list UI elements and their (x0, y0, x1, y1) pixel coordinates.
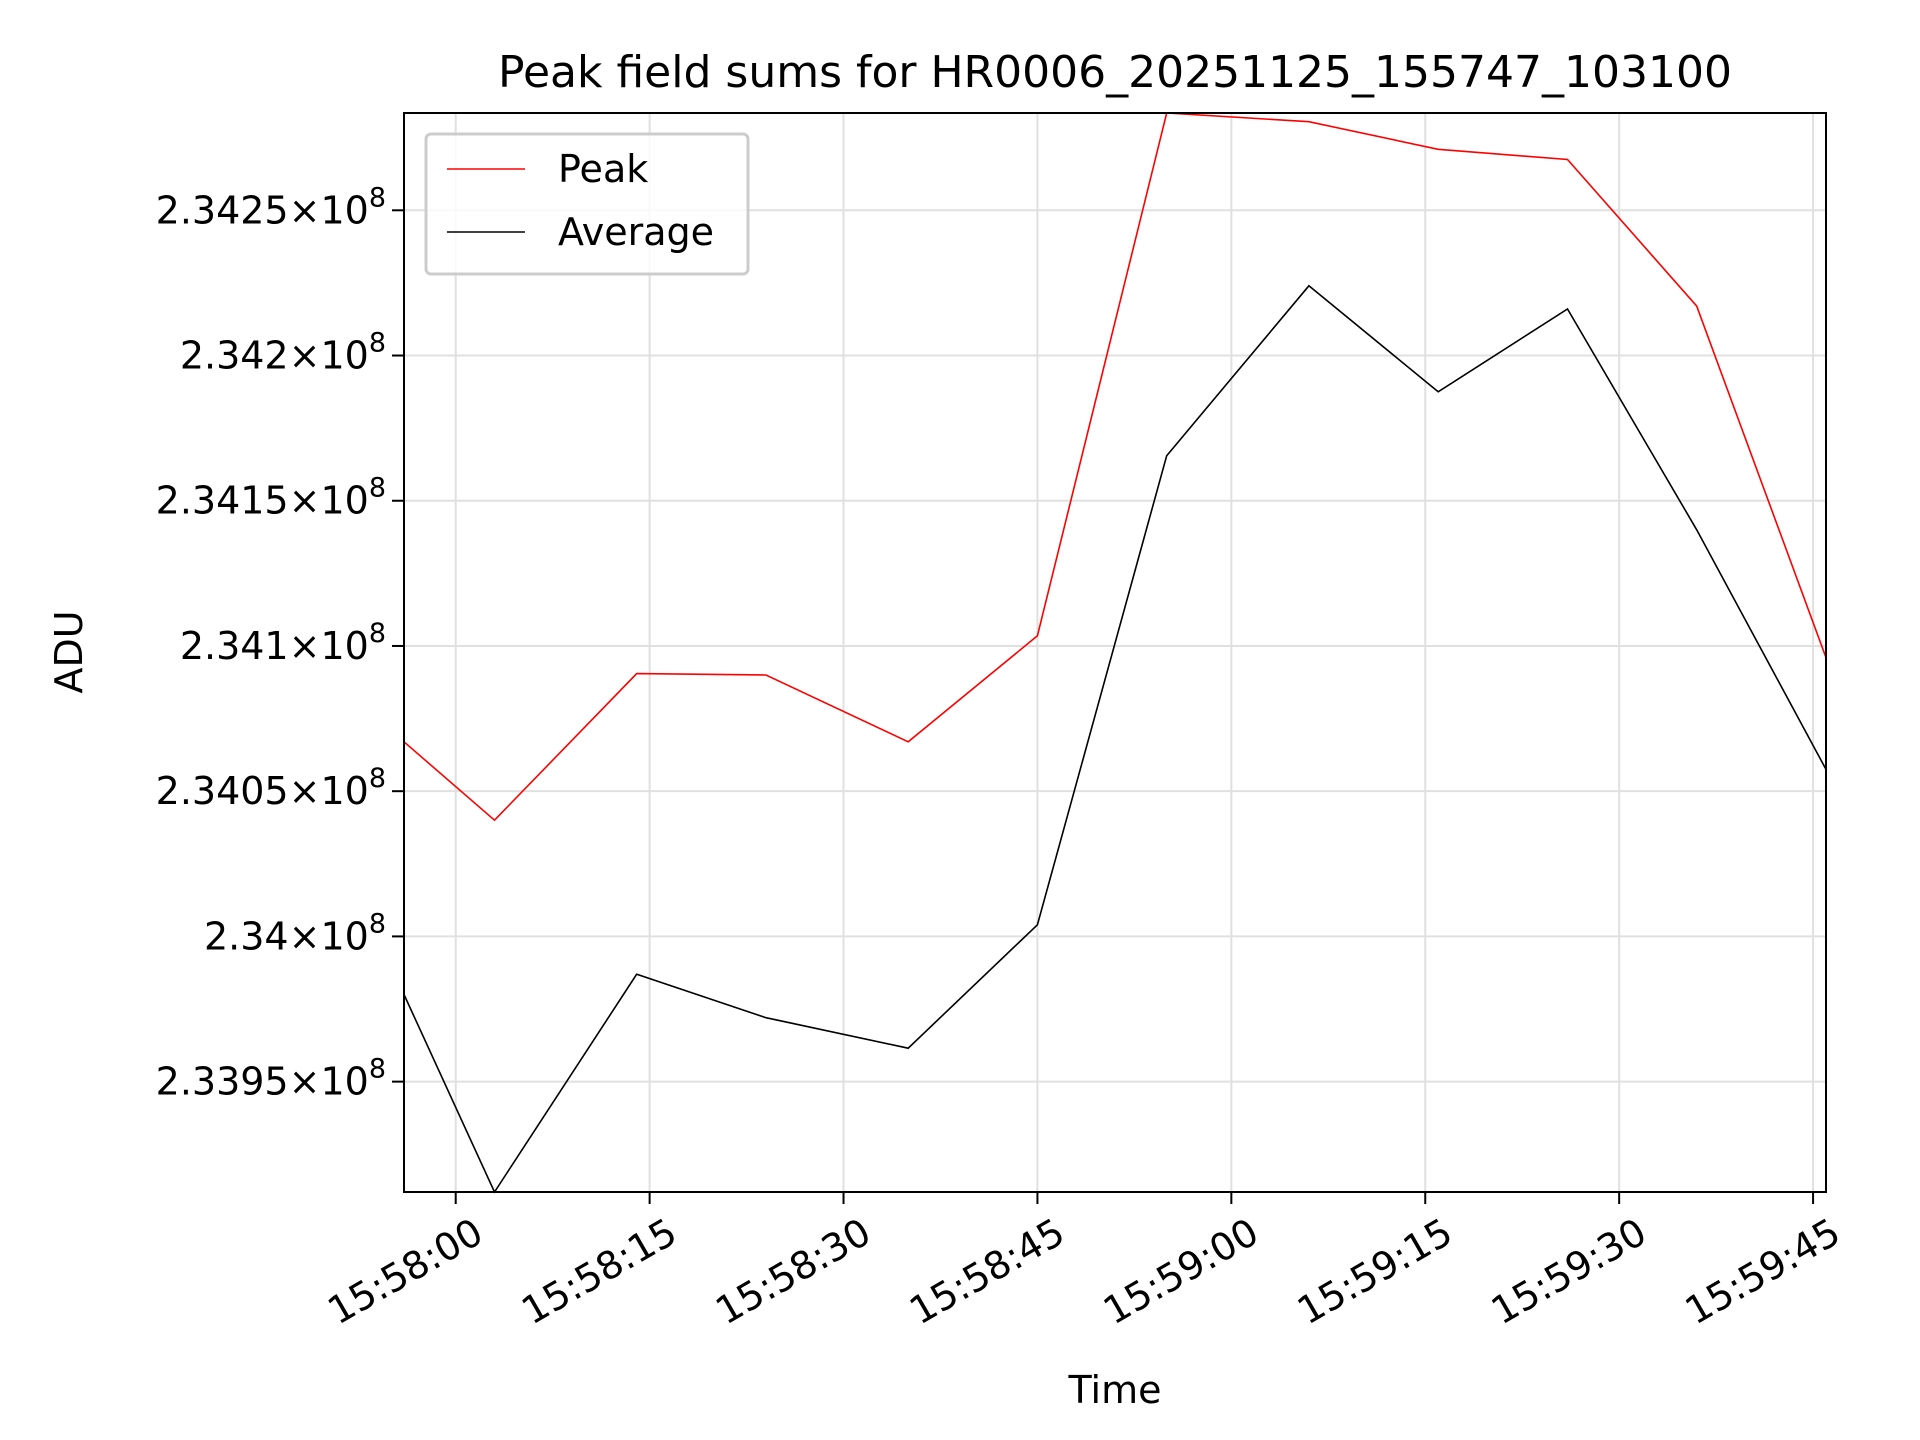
times-sign: ×10 (289, 1060, 369, 1104)
y-tick-mantissa: 2.3415 (156, 479, 289, 523)
y-axis-label: ADU (47, 610, 91, 693)
times-sign: ×10 (289, 334, 369, 378)
times-sign: ×10 (289, 188, 369, 232)
legend-label-average: Average (558, 210, 714, 254)
gridlines (404, 113, 1826, 1192)
plot-frame (403, 112, 1827, 1193)
times-sign: ×10 (289, 914, 369, 958)
y-tick-exponent: 8 (369, 908, 386, 939)
y-tick-exponent: 8 (369, 763, 386, 794)
y-tick-mantissa: 2.341 (180, 624, 289, 668)
y-tick-label: 2.3425×108 (156, 182, 386, 232)
series-line-average (403, 284, 1827, 1194)
y-tick-mantissa: 2.342 (180, 334, 289, 378)
y-tick-mantissa: 2.3425 (156, 188, 289, 232)
series-lines (403, 112, 1827, 1194)
y-tick-mantissa: 2.3395 (156, 1060, 289, 1104)
y-tick-label: 2.3415×108 (156, 473, 386, 523)
y-tick-label: 2.34×108 (204, 908, 386, 958)
y-tick-label: 2.342×108 (180, 328, 386, 378)
series-line-peak (403, 112, 1827, 822)
y-tick-exponent: 8 (369, 473, 386, 504)
y-tick-exponent: 8 (369, 328, 386, 359)
y-tick-label: 2.3405×108 (156, 763, 386, 813)
y-tick-mantissa: 2.3405 (156, 769, 289, 813)
times-sign: ×10 (289, 624, 369, 668)
y-tick-label: 2.3395×108 (156, 1054, 386, 1104)
legend-label-peak: Peak (558, 147, 648, 191)
chart-title: Peak field sums for HR0006_20251125_1557… (498, 47, 1732, 98)
times-sign: ×10 (289, 479, 369, 523)
legend: Peak Average (424, 132, 750, 276)
x-axis-label: Time (1068, 1368, 1162, 1412)
y-tick-mantissa: 2.34 (204, 914, 289, 958)
y-tick-label: 2.341×108 (180, 618, 386, 668)
y-tick-exponent: 8 (369, 182, 386, 213)
y-tick-exponent: 8 (369, 618, 386, 649)
y-tick-exponent: 8 (369, 1054, 386, 1085)
times-sign: ×10 (289, 769, 369, 813)
